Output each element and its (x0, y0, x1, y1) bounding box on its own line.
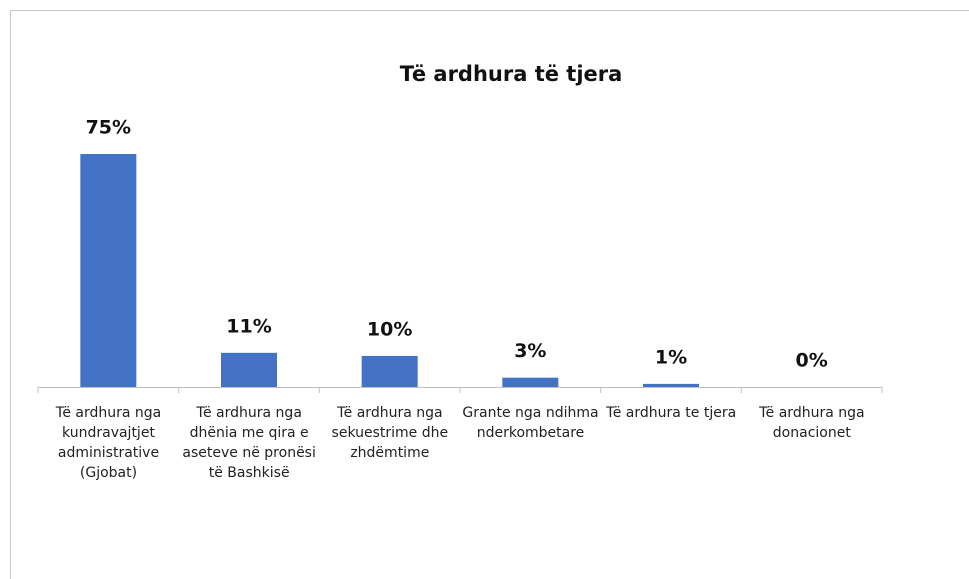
value-label: 75% (86, 117, 131, 139)
bar (502, 377, 559, 387)
chart-frame (10, 10, 969, 579)
x-tick-label: Grante nga ndihma nderkombetare (462, 405, 599, 441)
x-tick-label: Të ardhura nga dhënia me qira e aseteve … (182, 405, 316, 481)
value-label: 3% (514, 340, 546, 362)
value-label: 1% (655, 346, 687, 368)
value-label: 11% (226, 315, 271, 337)
bar (361, 355, 418, 387)
bar (643, 383, 699, 387)
chart-title: Të ardhura të tjera (400, 62, 623, 86)
value-label: 10% (367, 318, 412, 340)
x-tick-label: Të ardhura nga kundravajtjet administrat… (55, 405, 162, 481)
x-tick-label: Të ardhura te tjera (606, 405, 737, 421)
value-label: 0% (796, 350, 828, 372)
bar (221, 352, 277, 387)
bar (80, 154, 137, 387)
x-tick-label: Të ardhura nga donacionet (759, 405, 865, 441)
x-tick-label: Të ardhura nga sekuestrime dhe zhdëmtime (331, 405, 449, 461)
